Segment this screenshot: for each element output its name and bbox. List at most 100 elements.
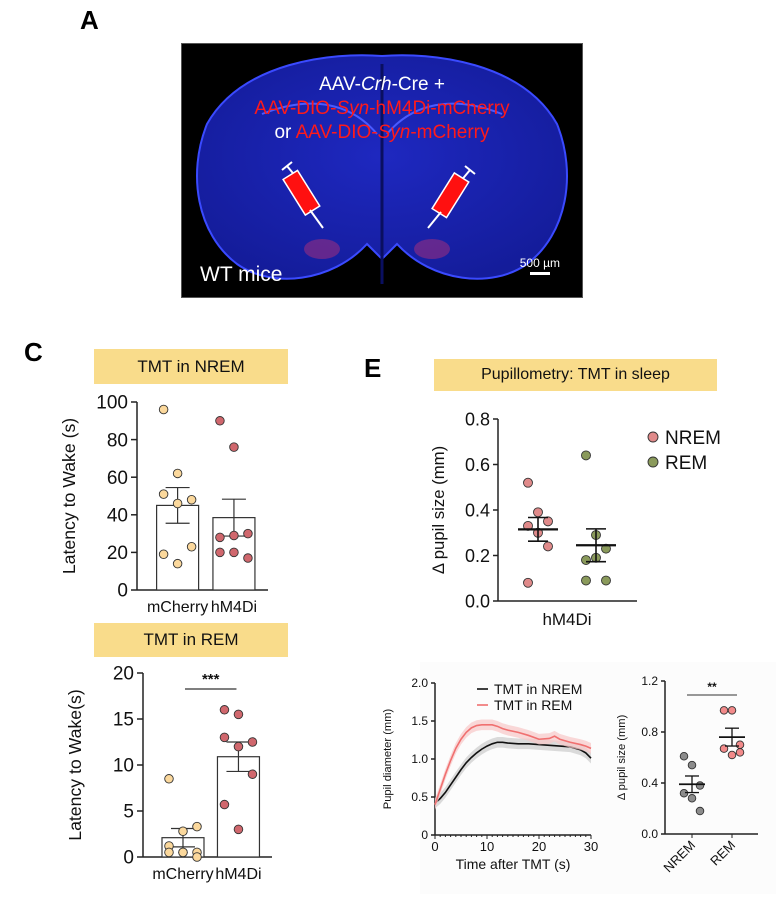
pupil-hm4di-data-point	[533, 507, 543, 518]
pupil-trace-ytick-label: 1.0	[411, 752, 428, 766]
pupil-nrem-rem-category-label: REM	[707, 838, 738, 869]
nrem-latency-data-point	[229, 547, 239, 558]
pupil-hm4di-data-point	[523, 477, 533, 488]
pupil-nrem-rem-significance-label: **	[707, 680, 717, 694]
pupil-nrem-rem-ytick-label: 0.8	[641, 725, 658, 739]
construct-line-2: AAV-DIO-Syn-hM4Di-mCherry	[182, 98, 582, 120]
inset-background	[420, 662, 776, 894]
rem-latency-data-point	[233, 824, 244, 835]
pupil-trace-series-line	[434, 741, 592, 804]
nrem-latency-data-point	[215, 532, 225, 543]
pupil-hm4di-ytick-label: 0.4	[465, 500, 490, 520]
pupil-nrem-rem-data-point	[735, 748, 745, 757]
pupil-trace-ytick-label: 0.5	[411, 790, 428, 804]
pupil-hm4di-ytick-label: 0.8	[465, 409, 490, 429]
pupil-hm4di-legend-label: REM	[665, 453, 707, 474]
rem-latency-data-point	[219, 799, 230, 810]
pupil-nrem-rem-ytick-label: 0.4	[641, 776, 658, 790]
nrem-latency-data-point	[158, 489, 169, 499]
nrem-latency-data-point	[172, 558, 183, 569]
rem-latency-data-point	[233, 709, 244, 720]
mouse-strain-label: WT mice	[200, 263, 283, 286]
pupil-hm4di-ytick-label: 0.0	[465, 591, 490, 611]
pupil-hm4di-ytick-label: 0.6	[465, 455, 490, 475]
rem-latency-ytick-label: 5	[123, 802, 134, 823]
pupil-nrem-rem-data-point	[687, 794, 697, 803]
panel-label-c: C	[24, 337, 43, 367]
construct-line-3: or AAV-DIO-Syn-mCherry	[182, 122, 582, 144]
pupil-hm4di-data-point	[523, 577, 533, 588]
syringe-icon-right	[427, 165, 476, 229]
pupil-nrem-rem-ytick-label: 1.2	[641, 674, 658, 688]
nrem-latency-category-label: mCherry	[147, 599, 208, 616]
pupil-nrem-rem-data-point	[719, 706, 729, 715]
pupil-trace-ytick-label: 1.5	[411, 714, 428, 728]
rem-latency-ytick-label: 10	[113, 756, 134, 777]
scale-bar-label: 500 µm	[519, 256, 560, 270]
pupil-hm4di-data-point	[581, 575, 591, 586]
rem-latency-ytick-label: 20	[113, 664, 134, 685]
pupil-nrem-rem-data-point	[727, 750, 737, 760]
nrem-latency-ytick-label: 0	[117, 581, 128, 602]
pupil-trace-ytick-label: 0	[421, 828, 428, 842]
pupil-hm4di-data-point	[601, 575, 611, 586]
pupil-trace-xtick-label: 0	[431, 839, 438, 854]
pupil-hm4di-legend-marker	[647, 431, 659, 443]
text: or	[274, 122, 296, 143]
rem-latency-data-point	[219, 705, 230, 715]
pupil-hm4di-xlabel: hM4Di	[542, 610, 591, 629]
rem-latency-data-point	[178, 847, 188, 858]
pupil-nrem-rem-data-point	[695, 781, 705, 790]
pupil-nrem-rem-data-point	[679, 751, 689, 761]
pupil-trace-legend-label: TMT in REM	[494, 697, 572, 713]
nrem-latency-data-point	[243, 528, 253, 539]
nrem-latency-data-point	[229, 442, 239, 452]
nrem-latency-data-point	[186, 495, 197, 505]
pupil-nrem-rem-data-point	[687, 760, 697, 770]
rem-latency-category-label: hM4Di	[215, 866, 261, 883]
pupil-hm4di-data-point	[543, 541, 553, 552]
pupil-nrem-rem-ylabel: Δ pupil size (mm)	[616, 714, 628, 800]
rem-latency-ytick-label: 15	[113, 710, 134, 731]
banner-pupillometry: Pupillometry: TMT in sleep	[434, 359, 717, 391]
text: -mCherry	[410, 122, 490, 143]
nrem-latency-data-point	[158, 404, 169, 415]
pupil-trace-ytick-label: 2.0	[411, 676, 428, 690]
text: AAV-DIO-	[254, 98, 337, 119]
rem-latency-ylabel: Latency to Wake(s)	[65, 689, 85, 840]
rem-latency-data-point	[247, 737, 258, 747]
rem-latency-data-point	[164, 774, 174, 784]
pupil-hm4di-legend-marker	[647, 456, 659, 468]
rem-latency-data-point	[178, 826, 188, 836]
nrem-latency-data-point	[186, 542, 197, 552]
rem-latency-category-label: mCherry	[152, 866, 213, 883]
nrem-latency-data-point	[215, 547, 225, 558]
pupil-trace-xtick-label: 30	[584, 839, 598, 854]
rem-latency-data-point	[247, 769, 258, 779]
pupil-nrem-rem-data-point	[719, 744, 729, 753]
rem-latency-significance-label: ***	[202, 671, 220, 688]
text: AAV-	[319, 74, 361, 95]
banner-tmt-rem: TMT in REM	[94, 623, 288, 657]
brain-tissue-illustration	[196, 54, 568, 284]
pupil-nrem-rem-data-point	[727, 706, 737, 715]
pupil-trace-xlabel: Time after TMT (s)	[456, 856, 571, 872]
text: Syn	[377, 122, 411, 143]
pupil-trace-series-line	[434, 723, 592, 805]
text: Crh	[360, 74, 392, 95]
pupil-hm4di-data-point	[581, 450, 591, 461]
text: -hM4Di-mCherry	[369, 98, 510, 119]
rem-latency-data-point	[192, 852, 202, 862]
panel-label-e: E	[364, 353, 382, 383]
text: AAV-DIO-	[295, 122, 378, 143]
nrem-latency-ytick-label: 100	[96, 393, 128, 414]
nrem-latency-data-point	[229, 530, 239, 541]
banner-tmt-nrem: TMT in NREM	[94, 349, 288, 384]
syringe-icon-left	[281, 161, 324, 229]
pupil-trace-xtick-label: 20	[532, 839, 546, 854]
pupil-nrem-rem-data-point	[735, 740, 745, 750]
rem-latency-data-point	[164, 847, 174, 858]
nrem-latency-data-point	[243, 553, 253, 563]
text: -Cre +	[391, 74, 445, 95]
